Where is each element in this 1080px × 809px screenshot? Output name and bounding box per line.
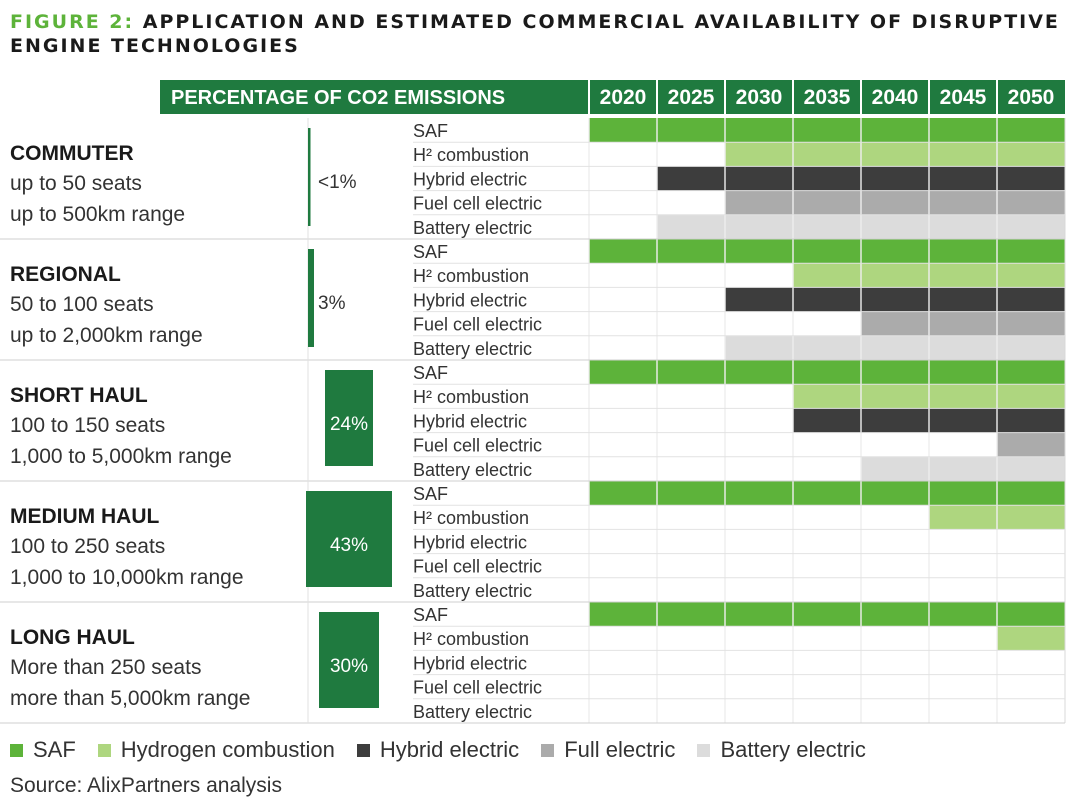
legend-label-full-electric: Full electric: [564, 737, 676, 762]
tech-label-long-haul-saf: SAF: [413, 605, 448, 625]
year-label-2050: 2050: [1008, 86, 1055, 109]
legend-label-battery-electric: Battery electric: [720, 737, 866, 762]
emission-bar-commuter: [308, 128, 311, 226]
header-bar: [160, 80, 1065, 114]
segment-name-regional: REGIONAL: [10, 263, 121, 286]
tech-label-short-haul-h-combustion: H² combustion: [413, 387, 529, 407]
year-label-2020: 2020: [600, 86, 647, 109]
availability-bar-regional-saf: [589, 239, 1065, 264]
emission-label-regional: 3%: [318, 293, 346, 314]
emission-label-medium-haul: 43%: [330, 535, 368, 556]
tech-label-medium-haul-fuel-cell-electric: Fuel cell electric: [413, 557, 542, 577]
availability-bar-regional-battery-electric: [725, 335, 1065, 360]
year-label-2025: 2025: [668, 86, 715, 109]
legend-swatch-battery-electric: [697, 743, 711, 757]
segment-name-short-haul: SHORT HAUL: [10, 384, 148, 407]
availability-bar-commuter-fuel-cell-electric: [725, 190, 1065, 215]
figure-label: FIGURE 2:: [10, 11, 135, 33]
legend-swatch-hydrogen-combustion: [97, 743, 111, 757]
tech-label-short-haul-hybrid-electric: Hybrid electric: [413, 411, 527, 431]
legend-item-full-electric: Full electric: [541, 737, 675, 763]
segment-seats-medium-haul: 100 to 250 seats: [10, 535, 165, 558]
tech-label-commuter-fuel-cell-electric: Fuel cell electric: [413, 194, 542, 214]
tech-label-short-haul-saf: SAF: [413, 363, 448, 383]
tech-label-medium-haul-battery-electric: Battery electric: [413, 581, 532, 601]
tech-label-long-haul-fuel-cell-electric: Fuel cell electric: [413, 678, 542, 698]
tech-label-regional-fuel-cell-electric: Fuel cell electric: [413, 315, 542, 335]
emission-bar-long-haul: [319, 612, 379, 708]
legend-label-hydrogen-combustion: Hydrogen combustion: [120, 737, 335, 762]
legend: SAF Hydrogen combustion Hybrid electric …: [10, 736, 888, 764]
legend-item-saf: SAF: [10, 737, 76, 763]
legend-label-hybrid-electric: Hybrid electric: [379, 737, 520, 762]
tech-label-short-haul-fuel-cell-electric: Fuel cell electric: [413, 436, 542, 456]
availability-bar-commuter-saf: [589, 118, 1065, 143]
year-label-2030: 2030: [736, 86, 783, 109]
figure-title: FIGURE 2: APPLICATION AND ESTIMATED COMM…: [10, 10, 1070, 58]
emission-label-long-haul: 30%: [330, 656, 368, 677]
availability-bar-regional-fuel-cell-electric: [861, 311, 1065, 336]
legend-swatch-full-electric: [541, 743, 555, 757]
availability-bar-regional-hybrid-electric: [725, 287, 1065, 312]
availability-chart: PERCENTAGE OF CO2 EMISSIONS 2020 2025 2030 2…: [0, 80, 1066, 724]
tech-label-regional-saf: SAF: [413, 242, 448, 262]
availability-bar-long-haul-saf: [589, 602, 1065, 627]
segment-range-short-haul: 1,000 to 5,000km range: [10, 445, 232, 468]
legend-swatch-saf: [10, 743, 23, 757]
segment-seats-long-haul: More than 250 seats: [10, 656, 201, 679]
tech-label-long-haul-h-combustion: H² combustion: [413, 629, 529, 649]
source-note: Source: AlixPartners analysis: [10, 774, 282, 797]
emission-label-commuter: <1%: [318, 172, 357, 193]
year-label-2045: 2045: [940, 86, 987, 109]
availability-bar-short-haul-battery-electric: [861, 456, 1065, 481]
segment-name-medium-haul: MEDIUM HAUL: [10, 505, 159, 528]
legend-item-battery-electric: Battery electric: [697, 737, 866, 763]
tech-label-commuter-hybrid-electric: Hybrid electric: [413, 169, 527, 189]
segment-range-regional: up to 2,000km range: [10, 324, 203, 347]
tech-label-commuter-h-combustion: H² combustion: [413, 145, 529, 165]
legend-label-saf: SAF: [33, 737, 76, 762]
tech-label-commuter-battery-electric: Battery electric: [413, 218, 532, 238]
figure-title-text: APPLICATION AND ESTIMATED COMMERCIAL AVA…: [10, 11, 1060, 57]
emission-bar-medium-haul: [306, 491, 392, 587]
tech-label-regional-battery-electric: Battery electric: [413, 339, 532, 359]
segment-range-commuter: up to 500km range: [10, 203, 185, 226]
segment-seats-regional: 50 to 100 seats: [10, 293, 154, 316]
availability-bar-medium-haul-saf: [589, 481, 1065, 506]
tech-label-long-haul-battery-electric: Battery electric: [413, 702, 532, 722]
segment-seats-short-haul: 100 to 150 seats: [10, 414, 165, 437]
year-label-2035: 2035: [804, 86, 851, 109]
availability-bar-short-haul-fuel-cell-electric: [997, 432, 1065, 457]
header-label: PERCENTAGE OF CO2 EMISSIONS: [171, 87, 505, 109]
legend-item-hybrid-electric: Hybrid electric: [356, 737, 520, 763]
segment-range-long-haul: more than 5,000km range: [10, 687, 250, 710]
availability-bar-short-haul-saf: [589, 360, 1065, 385]
tech-label-medium-haul-saf: SAF: [413, 484, 448, 504]
tech-label-medium-haul-hybrid-electric: Hybrid electric: [413, 532, 527, 552]
segment-range-medium-haul: 1,000 to 10,000km range: [10, 566, 244, 589]
segment-name-commuter: COMMUTER: [10, 142, 134, 165]
tech-label-regional-hybrid-electric: Hybrid electric: [413, 290, 527, 310]
availability-bar-long-haul-h-combustion: [997, 626, 1065, 651]
year-label-2040: 2040: [872, 86, 919, 109]
tech-label-short-haul-battery-electric: Battery electric: [413, 460, 532, 480]
legend-swatch-hybrid-electric: [356, 743, 370, 757]
emission-bar-regional: [308, 249, 314, 347]
tech-label-commuter-saf: SAF: [413, 121, 448, 141]
tech-label-medium-haul-h-combustion: H² combustion: [413, 508, 529, 528]
tech-label-long-haul-hybrid-electric: Hybrid electric: [413, 653, 527, 673]
segment-seats-commuter: up to 50 seats: [10, 172, 142, 195]
tech-label-regional-h-combustion: H² combustion: [413, 266, 529, 286]
legend-item-hydrogen-combustion: Hydrogen combustion: [97, 737, 335, 763]
availability-bar-commuter-h-combustion: [725, 142, 1065, 167]
emission-bar-short-haul: [325, 370, 373, 466]
emission-label-short-haul: 24%: [330, 414, 368, 435]
segment-name-long-haul: LONG HAUL: [10, 626, 135, 649]
